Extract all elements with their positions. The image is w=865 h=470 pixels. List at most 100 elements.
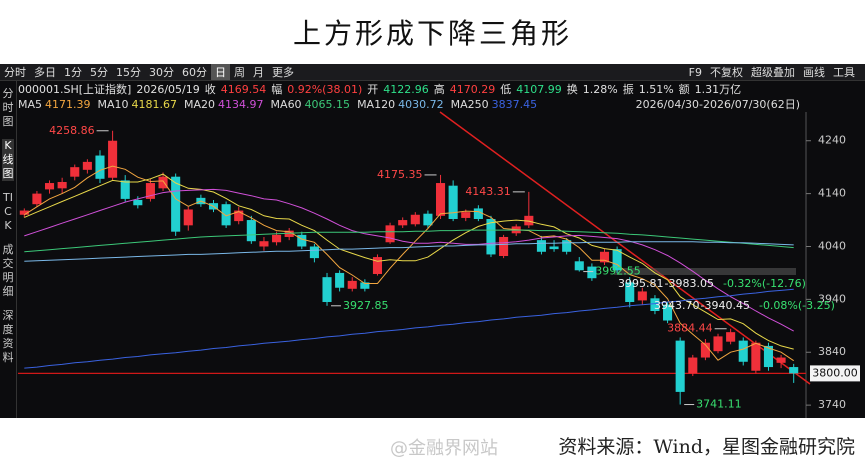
- candle-body: [499, 236, 509, 257]
- candle-body: [44, 183, 55, 190]
- candle-body: [486, 218, 496, 255]
- candle-body: [549, 246, 559, 250]
- info-item: 4170.29: [449, 82, 496, 96]
- candle-body: [524, 215, 534, 226]
- candle-body: [360, 282, 370, 289]
- info-item: 收: [204, 83, 216, 96]
- y-tick-label: 4040: [818, 239, 846, 252]
- toolbar-right: F9 不复权 超级叠加 画线 工具: [685, 64, 859, 80]
- measure-from: 3995.81: [618, 277, 664, 290]
- high-label: 4258.86: [49, 124, 95, 137]
- side-tab[interactable]: 分时图: [2, 87, 14, 128]
- legend-name: MA250: [451, 98, 489, 111]
- measure-to: -3940.45: [701, 299, 750, 312]
- y-tick-label: 3840: [818, 345, 846, 358]
- info-item: 4169.54: [220, 82, 267, 96]
- legend-name: MA60: [271, 98, 302, 111]
- legend-value: 3837.45: [492, 98, 538, 111]
- legend-name: MA5: [18, 98, 42, 111]
- candle-body: [272, 234, 282, 243]
- candle-body: [423, 213, 433, 226]
- candle-body: [448, 185, 458, 219]
- toolbar-button[interactable]: 30分: [149, 66, 174, 79]
- candle-body: [259, 241, 269, 247]
- info-item: 4107.99: [516, 82, 562, 96]
- toolbar-button[interactable]: 工具: [833, 66, 855, 79]
- info-item: 幅: [271, 83, 283, 96]
- candle-body: [410, 214, 420, 225]
- info-item: 换: [566, 83, 578, 96]
- side-tab[interactable]: 成交明细: [2, 243, 14, 298]
- toolbar-button[interactable]: F9: [688, 65, 702, 79]
- y-tick-label: 3740: [818, 398, 846, 411]
- toolbar-button[interactable]: 15分: [116, 66, 141, 79]
- candle-body: [57, 181, 67, 189]
- low-label: 3741.11: [696, 398, 742, 411]
- ma-line: [24, 229, 794, 253]
- candle-body: [625, 282, 635, 303]
- toolbar-button[interactable]: 60分: [182, 66, 207, 79]
- candle-body: [763, 345, 774, 368]
- candle-body: [32, 193, 42, 205]
- date-range: 2026/04/30-2026/07/30(62日): [636, 98, 800, 111]
- toolbar-button[interactable]: 更多: [272, 66, 294, 79]
- candle-body: [688, 357, 698, 374]
- candle-body: [82, 161, 92, 170]
- candle-body: [726, 332, 736, 342]
- toolbar-button[interactable]: 1分: [64, 66, 82, 79]
- legend-name: MA10: [98, 98, 129, 111]
- y-tick-label: 4140: [818, 187, 846, 200]
- high-label: 4175.35: [377, 168, 423, 181]
- measure-from: 3943.70: [654, 299, 700, 312]
- high-label: 4143.31: [465, 185, 511, 198]
- toolbar: 分时 多日 1分 5分 15分 30分 60分日周月更多 F9 不复权 超级叠加 画线 工具: [0, 64, 865, 81]
- y-tick-label: 3940: [818, 292, 846, 305]
- candle-body: [663, 304, 673, 321]
- candle-body: [335, 272, 345, 288]
- candle-body: [587, 266, 597, 279]
- toolbar-button[interactable]: 周: [234, 66, 245, 79]
- candle-body: [675, 340, 685, 392]
- candle-body: [713, 336, 723, 352]
- candle-body: [738, 340, 748, 362]
- chart: MA5 4171.39 MA10 4181.67 MA20 4134.97 MA60 4065…: [18, 98, 860, 418]
- candle-body: [776, 357, 786, 363]
- candle-body: [171, 176, 181, 232]
- toolbar-button[interactable]: 不复权: [710, 66, 743, 79]
- candle-body: [309, 246, 319, 259]
- toolbar-button[interactable]: 5分: [90, 66, 108, 79]
- side-tab[interactable]: 深度资料: [2, 309, 14, 364]
- legend-value: 4171.39: [45, 98, 91, 111]
- last-price-label: 3800.00: [812, 366, 858, 379]
- measure-to: -3983.05: [665, 277, 714, 290]
- side-tab[interactable]: TICK: [3, 191, 13, 232]
- candle-body: [108, 140, 118, 178]
- side-tab[interactable]: K线图: [2, 139, 14, 181]
- candle-body: [473, 208, 483, 219]
- last-price-box: [810, 365, 860, 382]
- candle-body: [158, 176, 168, 189]
- candle-body: [297, 234, 307, 247]
- candle-body: [461, 212, 471, 218]
- toolbar-button[interactable]: 画线: [803, 66, 825, 79]
- toolbar-button[interactable]: 多日: [34, 66, 56, 79]
- candle-body: [70, 167, 80, 177]
- toolbar-button[interactable]: 月: [253, 66, 264, 79]
- toolbar-button[interactable]: 分时: [4, 66, 26, 79]
- legend-name: MA20: [184, 98, 215, 111]
- measure-band: [614, 268, 796, 275]
- candle-body: [435, 183, 446, 216]
- candle-body: [133, 199, 143, 206]
- candle-body: [751, 342, 761, 371]
- info-item: 000001.SH[上证指数]: [18, 83, 132, 96]
- legend-value: 4134.97: [218, 98, 264, 111]
- toolbar-button[interactable]: 日: [211, 64, 230, 80]
- candle-body: [284, 230, 294, 237]
- info-item: 4122.96: [383, 82, 429, 96]
- measure-change: -0.32%(-12.76): [723, 277, 806, 290]
- toolbar-button[interactable]: 超级叠加: [751, 66, 795, 79]
- info-row: 000001.SH[上证指数] 2026/05/19 收 4169.54 幅 0.92%(…: [18, 81, 746, 97]
- info-item: 开: [367, 83, 379, 96]
- candle-body: [145, 183, 155, 199]
